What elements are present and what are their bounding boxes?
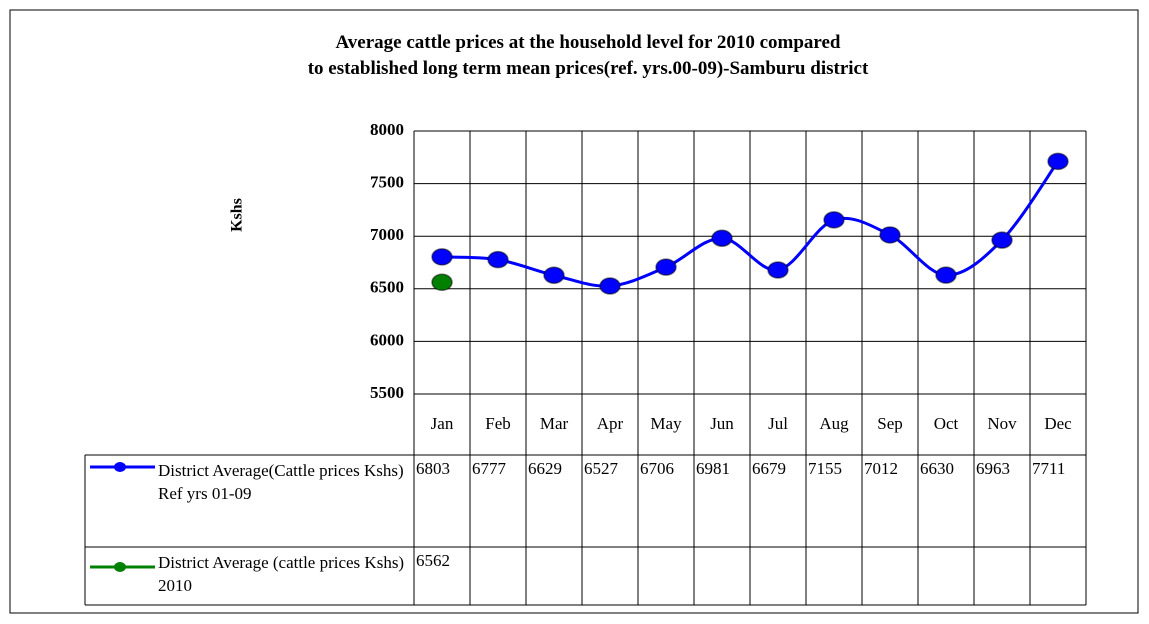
marker	[655, 258, 677, 276]
legend-marker	[114, 462, 126, 472]
table-value: 6679	[752, 459, 786, 478]
x-tick-label: Nov	[987, 414, 1017, 433]
x-tick-label: Jun	[710, 414, 734, 433]
legend-label: District Average (cattle prices Kshs) 20…	[158, 553, 405, 595]
chart-border	[9, 9, 1139, 614]
table-value: 6706	[640, 459, 674, 478]
table-value: 7155	[808, 459, 842, 478]
x-tick-label: Mar	[540, 414, 569, 433]
table-value: 6803	[416, 459, 450, 478]
marker	[543, 266, 565, 284]
y-tick-label: 6000	[370, 330, 404, 349]
x-tick-label: Aug	[819, 414, 849, 433]
marker	[935, 266, 957, 284]
marker	[487, 250, 509, 269]
table-value: 6630	[920, 459, 954, 478]
y-tick-label: 6500	[370, 278, 404, 297]
x-tick-label: Jan	[431, 414, 454, 433]
legend-label: District Average(Cattle prices Kshs) Ref…	[158, 461, 404, 503]
y-tick-label: 7000	[370, 225, 404, 244]
chart-title: Average cattle prices at the household l…	[308, 32, 869, 79]
marker	[599, 277, 621, 295]
y-axis-label: Kshs	[229, 198, 246, 232]
table-value: 6629	[528, 459, 562, 478]
marker	[823, 211, 845, 229]
x-tick-label: Oct	[934, 414, 959, 433]
title-line: to established long term mean prices(ref…	[308, 58, 869, 79]
x-tick-label: Feb	[485, 414, 511, 433]
x-tick-label: May	[650, 414, 682, 433]
marker	[711, 229, 733, 247]
x-tick-label: Sep	[877, 414, 903, 433]
table-value: 6562	[416, 551, 450, 570]
x-tick-label: Dec	[1044, 414, 1072, 433]
table-value: 6527	[584, 459, 619, 478]
y-tick-label: 5500	[370, 383, 404, 402]
marker	[1047, 152, 1069, 171]
marker	[991, 231, 1013, 249]
marker	[431, 248, 453, 266]
table-value: 6963	[976, 459, 1010, 478]
legend-marker	[114, 562, 126, 572]
marker	[879, 226, 901, 244]
title-line: Average cattle prices at the household l…	[336, 32, 841, 53]
y-tick-label: 8000	[370, 120, 404, 139]
y-tick-label: 7500	[370, 173, 404, 192]
table-value: 6981	[696, 459, 730, 478]
x-tick-label: Apr	[597, 414, 624, 433]
x-tick-label: Jul	[768, 414, 788, 433]
table-value: 7012	[864, 459, 898, 478]
table-value: 6777	[472, 459, 507, 478]
marker	[431, 273, 453, 292]
table-value: 7711	[1032, 459, 1065, 478]
marker	[767, 261, 789, 279]
